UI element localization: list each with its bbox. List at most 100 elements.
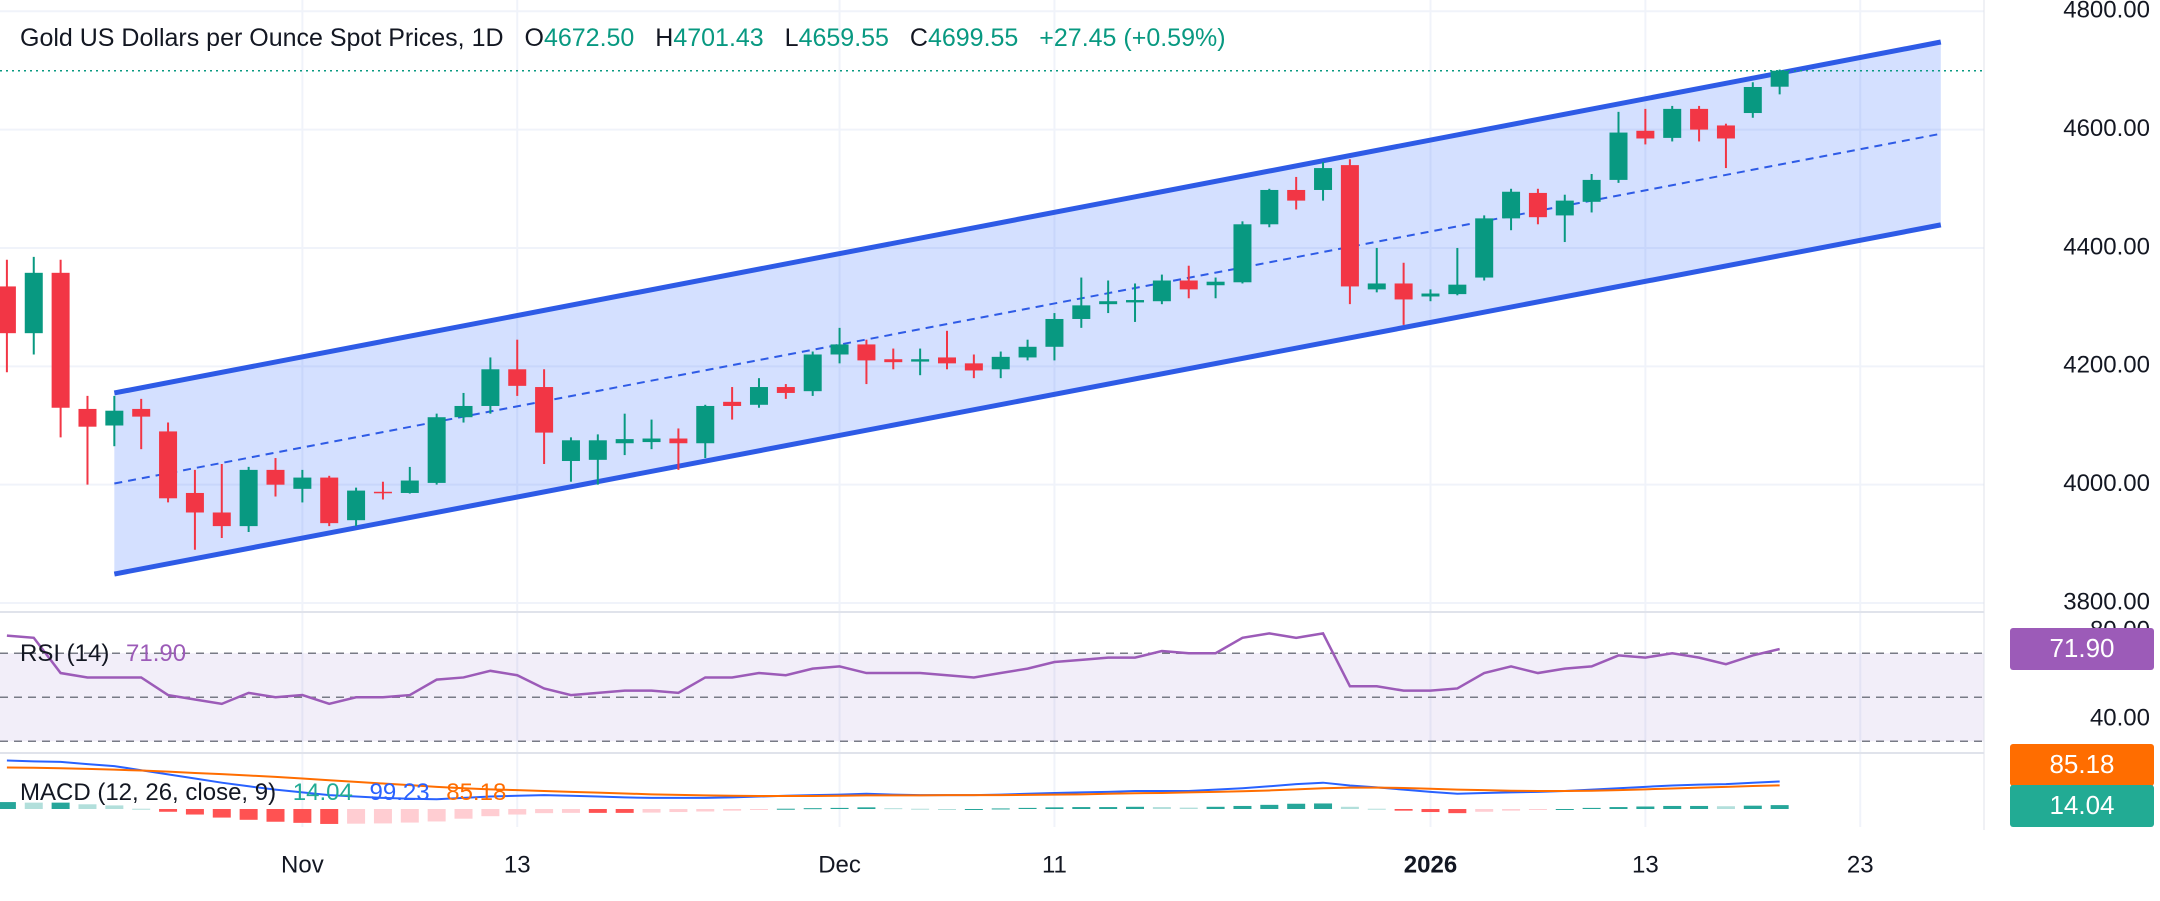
- candle-body: [132, 408, 151, 417]
- candle-body: [535, 387, 554, 433]
- candle-body: [1233, 224, 1252, 283]
- rsi-tick-label: 40.00: [2090, 705, 2150, 732]
- candle-body: [884, 359, 903, 363]
- macd-histogram-bar: [938, 809, 956, 810]
- chart-header: Gold US Dollars per Ounce Spot Prices, 1…: [20, 24, 1226, 52]
- rsi-legend: RSI (14) 71.90: [20, 640, 186, 667]
- candle-body: [320, 477, 339, 524]
- candle-body: [1018, 346, 1037, 358]
- macd-histogram-bar: [1690, 805, 1709, 809]
- candle-body: [454, 405, 473, 418]
- macd-histogram-bar: [347, 809, 366, 824]
- macd-histogram-bar: [1340, 806, 1359, 809]
- candle-body: [159, 431, 178, 499]
- macd-histogram-bar: [1099, 807, 1118, 809]
- candle-body: [1502, 191, 1521, 219]
- x-tick-label: Dec: [818, 851, 861, 878]
- macd-histogram-bar: [78, 804, 97, 809]
- macd-histogram-bar: [51, 802, 70, 809]
- overlay: Nov 13 Dec 11 2026 13 23 3800.00 4000.00 4200.00 4…: [281, 0, 2154, 878]
- candle-body: [588, 440, 607, 460]
- macd-histogram-value: 14.04: [293, 779, 353, 806]
- macd-histogram-bar: [803, 808, 822, 810]
- ohlc-value: 4699.55: [928, 24, 1018, 52]
- ohlc-value: 4659.55: [799, 24, 889, 52]
- channel-lower: [113, 222, 1942, 577]
- candle-body: [1770, 70, 1789, 87]
- candle-body: [1609, 132, 1628, 180]
- candle-body: [723, 401, 742, 406]
- candle-body: [830, 344, 849, 355]
- macd-histogram-bar: [561, 809, 580, 813]
- macd-histogram-bar: [1502, 809, 1521, 811]
- price-change: +27.45 (+0.59%): [1039, 24, 1225, 52]
- signal-line: [6, 766, 1780, 797]
- macd-histogram-bar: [293, 809, 312, 823]
- candle-body: [1099, 301, 1118, 305]
- macd-histogram-bar: [723, 809, 742, 811]
- candle-body: [1555, 200, 1574, 216]
- plot: [0, 39, 1984, 824]
- candle-body: [938, 357, 956, 364]
- macd-histogram-bar: [1314, 803, 1333, 809]
- y-tick-label: 4000.00: [2063, 470, 2150, 497]
- macd-histogram-bar: [1609, 807, 1628, 809]
- histogram-badge: [2010, 785, 2154, 827]
- macd-histogram-bar: [615, 809, 634, 813]
- macd-histogram-bar: [1179, 807, 1198, 809]
- rsi-name: RSI (14): [20, 640, 109, 667]
- x-tick-label: 13: [504, 851, 531, 878]
- macd-histogram-bar: [1045, 807, 1064, 809]
- candle-body: [1743, 86, 1762, 114]
- candle-body: [1126, 300, 1145, 303]
- candle-body: [776, 387, 795, 393]
- macd-histogram-bar: [266, 809, 285, 822]
- candle-body: [696, 405, 715, 444]
- macd-histogram-bar: [1475, 809, 1494, 812]
- macd-histogram-bar: [1367, 808, 1386, 810]
- macd-histogram-bar: [373, 809, 392, 824]
- macd-histogram-bar: [1233, 805, 1252, 809]
- rsi-badge-text: 71.90: [2049, 633, 2114, 663]
- macd-histogram-bar: [776, 808, 795, 810]
- macd-histogram-bar: [1152, 807, 1171, 809]
- chart-title: Gold US Dollars per Ounce Spot Prices, 1…: [20, 24, 504, 52]
- candle-body: [642, 438, 661, 443]
- macd-histogram-bar: [1555, 809, 1574, 810]
- candle-body: [1206, 281, 1225, 286]
- candle-body: [1663, 108, 1682, 138]
- candle-body: [51, 272, 70, 408]
- macd-histogram-bar: [320, 809, 339, 824]
- macd-histogram-bar: [991, 808, 1010, 810]
- macd-histogram-bar: [1394, 809, 1413, 811]
- macd-histogram-bar: [884, 808, 903, 810]
- macd-histogram-bar: [1582, 807, 1601, 809]
- rsi-value: 71.90: [126, 640, 186, 667]
- macd-name: MACD (12, 26, close, 9): [20, 779, 276, 806]
- candle-body: [481, 369, 500, 406]
- candle-body: [1340, 165, 1359, 287]
- macd-histogram-bar: [1636, 806, 1655, 809]
- ohlc-label: H: [655, 24, 673, 52]
- macd-histogram-bar: [132, 808, 151, 810]
- macd-histogram-bar: [400, 809, 419, 823]
- signal-badge: [2010, 744, 2154, 786]
- candle-body: [266, 469, 285, 485]
- macd-histogram-bar: [1663, 805, 1682, 809]
- macd-histogram-bar: [830, 807, 849, 809]
- candle-body: [1045, 318, 1064, 347]
- candle-body: [1314, 168, 1333, 190]
- x-tick-label: 2026: [1404, 851, 1457, 878]
- rsi-badge: [2010, 628, 2154, 671]
- candle-body: [400, 480, 419, 493]
- candle-body: [373, 491, 392, 494]
- macd-histogram-bar: [1716, 806, 1735, 809]
- channel-middle: [114, 132, 1942, 485]
- candle-body: [911, 359, 930, 362]
- candle-body: [105, 410, 124, 426]
- candle-body: [857, 344, 876, 361]
- candle-body: [293, 477, 312, 489]
